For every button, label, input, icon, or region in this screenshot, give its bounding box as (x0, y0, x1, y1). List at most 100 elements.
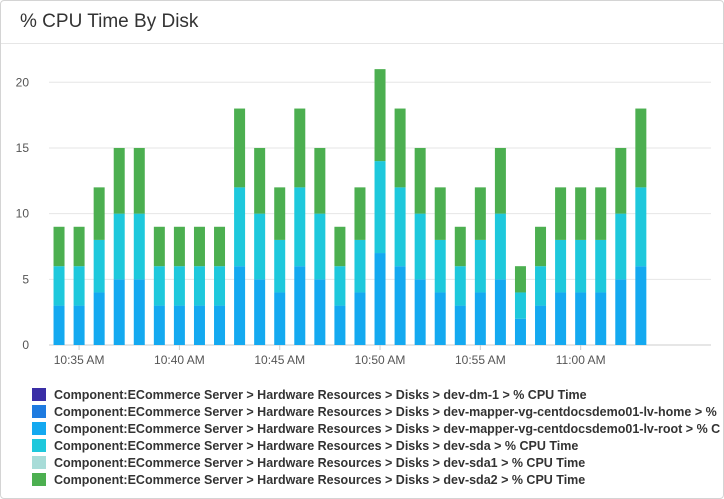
bar-segment (635, 108, 647, 188)
bar-segment (314, 147, 326, 214)
bar-segment (635, 266, 647, 345)
bar-segment (514, 318, 526, 345)
bar-segment (394, 187, 406, 267)
bar-segment (434, 292, 446, 345)
legend-label: Component:ECommerce Server > Hardware Re… (54, 472, 586, 487)
bar-segment (173, 305, 185, 345)
legend-item-lv-home[interactable]: Component:ECommerce Server > Hardware Re… (32, 403, 720, 420)
bar-segment (113, 213, 125, 280)
bar-segment (294, 108, 306, 188)
bar-segment (374, 253, 386, 345)
legend-item-lv-root[interactable]: Component:ECommerce Server > Hardware Re… (32, 420, 720, 437)
bar-segment (615, 147, 627, 214)
bar-segment (615, 279, 627, 345)
bar-segment (133, 213, 145, 280)
bar-segment (133, 147, 145, 214)
bar-segment (555, 187, 567, 240)
bar-segment (555, 239, 567, 293)
bar-segment (595, 292, 607, 345)
bar-segment (414, 213, 426, 280)
bar-segment (474, 239, 486, 293)
legend-label: Component:ECommerce Server > Hardware Re… (54, 404, 720, 419)
bar-segment (153, 266, 165, 306)
bar-segment (294, 187, 306, 267)
bar-segment (193, 266, 205, 306)
bar-segment (394, 108, 406, 188)
bar-segment (555, 292, 567, 345)
bar-segment (615, 213, 627, 280)
bar-segment (354, 187, 366, 240)
bar-segment (374, 161, 386, 254)
legend-item-dev-dm-1[interactable]: Component:ECommerce Server > Hardware Re… (32, 386, 720, 403)
bar-segment (595, 187, 607, 240)
bar-segment (474, 187, 486, 240)
bar-segment (595, 239, 607, 293)
bar-segment (214, 305, 226, 345)
legend-label: Component:ECommerce Server > Hardware Re… (54, 438, 579, 453)
bar-segment (53, 266, 65, 306)
title-divider (1, 43, 723, 44)
legend-label: Component:ECommerce Server > Hardware Re… (54, 455, 586, 470)
bar-segment (214, 266, 226, 306)
y-tick-label: 20 (16, 75, 30, 89)
y-tick-label: 5 (22, 272, 29, 286)
panel-title: % CPU Time By Disk (20, 11, 199, 32)
legend-swatch (32, 456, 46, 469)
bar-segment (53, 226, 65, 267)
bar-segment (414, 279, 426, 345)
bar-segment (575, 187, 587, 240)
bar-segment (73, 226, 85, 267)
x-tick-label: 10:35 AM (54, 353, 105, 367)
x-tick-label: 10:55 AM (455, 353, 506, 367)
bar-segment (113, 147, 125, 214)
bar-segment (474, 292, 486, 345)
bar-segment (113, 279, 125, 345)
legend-swatch (32, 473, 46, 486)
legend-item-dev-sda1[interactable]: Component:ECommerce Server > Hardware Re… (32, 454, 720, 471)
bar-segment (254, 147, 266, 214)
bar-segment (234, 187, 246, 267)
bar-segment (454, 305, 466, 345)
bar-segment (234, 108, 246, 188)
x-tick-label: 10:50 AM (355, 353, 406, 367)
bar-segment (535, 266, 547, 306)
legend-swatch (32, 422, 46, 435)
legend-item-dev-sda[interactable]: Component:ECommerce Server > Hardware Re… (32, 437, 720, 454)
bar-segment (635, 187, 647, 267)
bar-segment (153, 305, 165, 345)
bar-segment (294, 266, 306, 345)
bar-segment (214, 226, 226, 267)
bar-segment (153, 226, 165, 267)
x-tick-label: 10:40 AM (154, 353, 205, 367)
bar-segment (274, 292, 286, 345)
bar-segment (334, 305, 346, 345)
bar-segment (535, 305, 547, 345)
bar-segment (173, 266, 185, 306)
bar-segment (73, 305, 85, 345)
bar-segment (274, 187, 286, 240)
bar-segment (53, 305, 65, 345)
bar-segment (374, 69, 386, 162)
bar-segment (434, 239, 446, 293)
legend-swatch (32, 439, 46, 452)
axis-layer: 0 5 10 15 20 10:35 AM 10:40 AM 10:45 AM 10:50 AM… (16, 75, 606, 367)
bar-segment (254, 213, 266, 280)
legend-label: Component:ECommerce Server > Hardware Re… (54, 387, 587, 402)
x-tick-label: 11:00 AM (556, 353, 606, 367)
bar-segment (394, 266, 406, 345)
bar-segment (234, 266, 246, 345)
x-tick-label: 10:45 AM (254, 353, 305, 367)
bar-segment (494, 279, 506, 345)
bar-segment (575, 239, 587, 293)
bar-segment (133, 279, 145, 345)
bar-segment (454, 266, 466, 306)
cpu-time-chart: 0 5 10 15 20 10:35 AM 10:40 AM 10:45 AM 10:50 AM… (16, 69, 711, 367)
bar-segment (514, 266, 526, 293)
y-tick-label: 10 (16, 207, 30, 221)
bar-segment (514, 292, 526, 319)
bar-segment (193, 226, 205, 267)
y-tick-label: 0 (22, 338, 29, 352)
legend-item-dev-sda2[interactable]: Component:ECommerce Server > Hardware Re… (32, 471, 720, 488)
bar-segment (314, 213, 326, 280)
